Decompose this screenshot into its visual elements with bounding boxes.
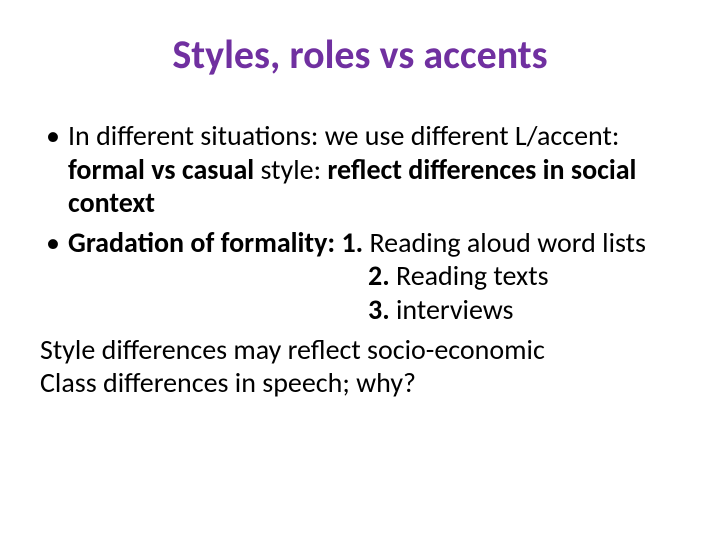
bullet-1-text-2: style: (261, 152, 328, 187)
gradation-2-text: Reading texts (396, 258, 549, 293)
bullet-1-bold-1: formal vs casual (68, 152, 261, 187)
gradation-item-2: 2. Reading texts (68, 259, 680, 293)
slide: Styles, roles vs accents In different si… (0, 0, 720, 540)
bullet-1: In different situations: we use differen… (40, 119, 680, 220)
bullet-1-text-1: In different situations: we use differen… (68, 118, 619, 153)
bullet-2-text: Reading aloud word lists (369, 225, 646, 260)
closing-line-2: Class differences in speech; why? (40, 366, 680, 400)
bullet-list: In different situations: we use differen… (40, 119, 680, 327)
slide-body: In different situations: we use differen… (40, 119, 680, 400)
bullet-2: Gradation of formality: 1. Reading aloud… (40, 226, 680, 327)
gradation-item-3: 3. interviews (68, 293, 680, 327)
slide-title: Styles, roles vs accents (40, 30, 680, 79)
closing-line-1: Style differences may reflect socio-econ… (40, 333, 680, 367)
gradation-3-text: interviews (396, 292, 514, 327)
gradation-3-label: 3. (368, 292, 396, 327)
gradation-2-label: 2. (368, 258, 396, 293)
bullet-2-label: Gradation of formality: 1. (68, 225, 369, 260)
